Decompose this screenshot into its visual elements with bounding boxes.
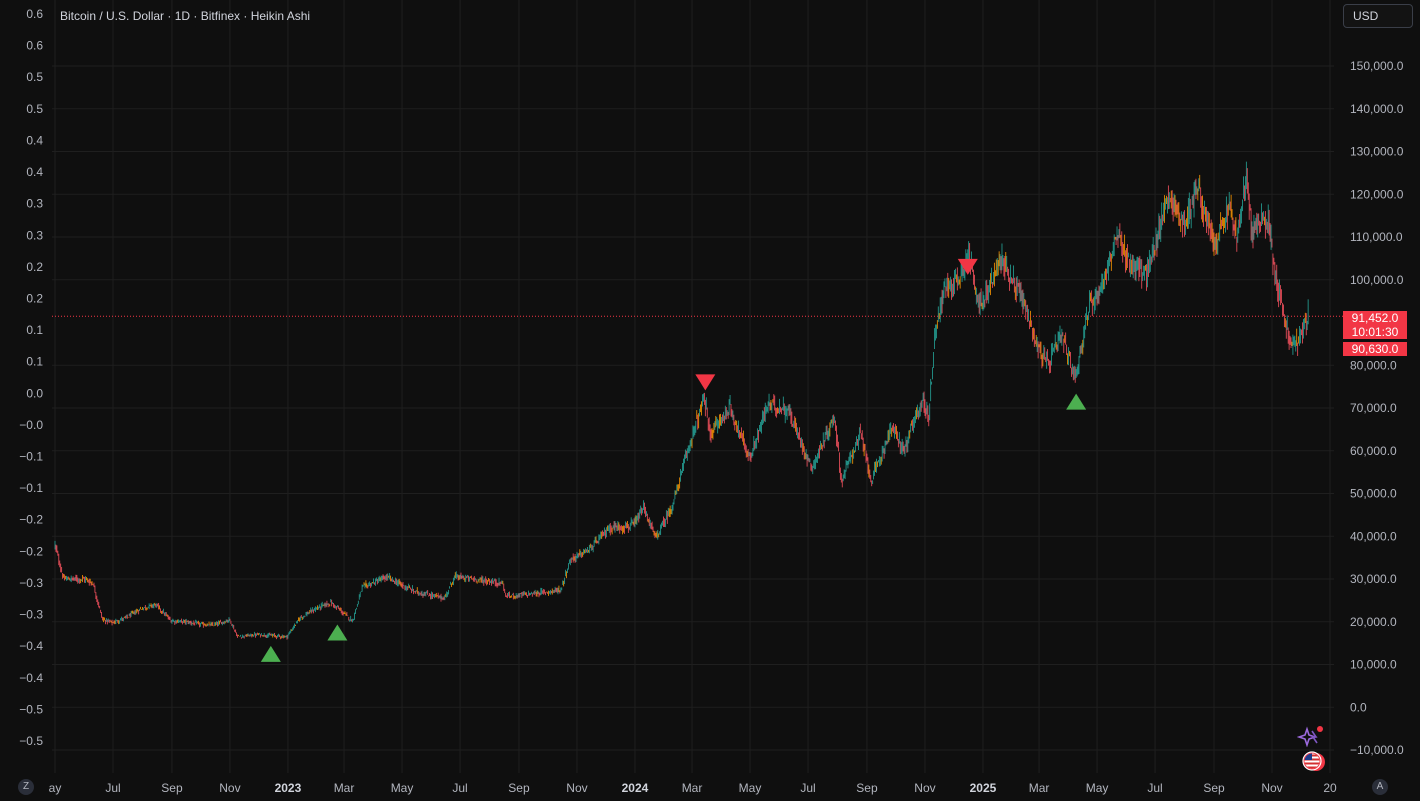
signals [260,258,1087,662]
grid [52,0,1334,773]
time-axis-tick-16: 2025 [970,781,997,795]
right-price-axis[interactable]: 150,000.0 140,000.0 130,000.0 120,000.0 110,… [1350,59,1404,757]
left-axis-tick-19: −0.3 [19,608,43,622]
left-axis-tick-10: 0.1 [26,323,43,337]
left-axis-tick-1: 0.6 [26,39,43,53]
time-axis-tick-15: Nov [914,781,935,795]
left-axis-tick-23: −0.5 [19,734,43,748]
left-axis-tick-18: −0.3 [19,576,43,590]
right-axis-tick-3: 120,000.0 [1350,187,1404,201]
time-axis-tick-11: Mar [682,781,703,795]
right-axis-tick-15: −10,000.0 [1350,743,1404,757]
left-axis-tick-22: −0.5 [19,702,43,716]
right-axis-tick-7: 70,000.0 [1350,401,1397,415]
buy-signal-1 [327,624,348,641]
time-axis-tick-0: ay [49,781,62,795]
sparkle-icon[interactable] [1297,725,1325,747]
sell-signal-2 [695,374,716,391]
time-axis-tick-14: Sep [856,781,878,795]
right-axis-tick-12: 20,000.0 [1350,615,1397,629]
candles [54,161,1309,640]
right-axis-tick-4: 110,000.0 [1350,230,1403,244]
bar-countdown-tag: 10:01:30 [1343,325,1407,339]
left-axis-tick-8: 0.2 [26,260,43,274]
currency-button[interactable]: USD [1343,4,1413,28]
right-axis-tick-11: 30,000.0 [1350,572,1397,586]
auto-scale-button[interactable]: A [1372,779,1388,795]
time-axis-tick-4: 2023 [275,781,302,795]
open-price-tag: 90,630.0 [1343,342,1407,356]
time-axis-tick-3: Nov [219,781,240,795]
right-axis-tick-1: 140,000.0 [1350,102,1404,116]
time-axis-tick-20: Sep [1203,781,1225,795]
right-axis-tick-14: 0.0 [1350,700,1367,714]
buy-signal-0 [260,645,281,662]
left-axis-tick-3: 0.5 [26,102,43,116]
right-axis-tick-6: 80,000.0 [1350,358,1397,372]
right-axis-tick-0: 150,000.0 [1350,59,1404,73]
time-axis-tick-19: Jul [1147,781,1162,795]
left-axis-tick-9: 0.2 [26,291,43,305]
left-axis-tick-0: 0.6 [26,7,43,21]
time-axis-tick-12: May [739,781,762,795]
left-axis-tick-12: 0.0 [26,386,43,400]
time-axis-tick-22: 20 [1323,781,1337,795]
left-axis[interactable]: 0.6 0.6 0.5 0.5 0.4 0.4 0.3 0.3 0.2 0.2 0.1 0.1 0.0 −… [19,7,43,748]
left-axis-tick-4: 0.4 [26,133,43,147]
time-axis[interactable]: ay Jul Sep Nov 2023 Mar May Jul Sep Nov 2024 Mar May… [49,781,1337,795]
time-axis-tick-9: Nov [566,781,587,795]
time-axis-tick-8: Sep [508,781,530,795]
time-axis-tick-6: May [391,781,414,795]
time-axis-tick-13: Jul [800,781,815,795]
time-axis-tick-7: Jul [452,781,467,795]
time-axis-tick-2: Sep [161,781,183,795]
last-price-tag: 91,452.0 [1343,311,1407,325]
left-axis-tick-21: −0.4 [19,671,43,685]
buy-signal-4 [1066,393,1087,410]
right-axis-tick-5: 100,000.0 [1350,273,1404,287]
left-axis-tick-15: −0.1 [19,481,43,495]
left-axis-tick-6: 0.3 [26,197,43,211]
time-axis-tick-10: 2024 [622,781,649,795]
right-axis-tick-13: 10,000.0 [1350,658,1397,672]
left-axis-tick-2: 0.5 [26,70,43,84]
left-axis-tick-16: −0.2 [19,513,43,527]
sell-signal-3 [957,258,978,275]
chart-title[interactable]: Bitcoin / U.S. Dollar · 1D · Bitfinex · … [60,9,311,23]
time-axis-tick-1: Jul [105,781,120,795]
left-axis-tick-11: 0.1 [26,355,43,369]
left-axis-tick-5: 0.4 [26,165,43,179]
right-axis-tick-2: 130,000.0 [1350,145,1404,159]
time-axis-tick-5: Mar [334,781,355,795]
time-axis-tick-18: May [1086,781,1109,795]
us-flag-icon[interactable] [1301,750,1327,772]
left-axis-tick-14: −0.1 [19,450,43,464]
left-axis-tick-20: −0.4 [19,639,43,653]
time-axis-tick-21: Nov [1261,781,1282,795]
right-axis-tick-9: 50,000.0 [1350,487,1397,501]
time-axis-tick-17: Mar [1029,781,1050,795]
time-zone-button[interactable]: Z [18,779,34,795]
right-axis-tick-10: 40,000.0 [1350,529,1397,543]
left-axis-tick-13: −0.0 [19,418,43,432]
left-axis-tick-17: −0.2 [19,544,43,558]
left-axis-tick-7: 0.3 [26,228,43,242]
right-axis-tick-8: 60,000.0 [1350,444,1397,458]
